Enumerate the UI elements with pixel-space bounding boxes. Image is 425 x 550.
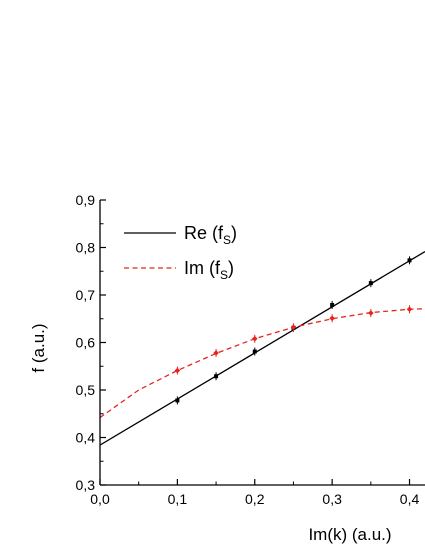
axes: 0,3 0,4 0,5 0,6 0,7 0,8 0,9 0,0 0,1 0,2 0,3 0,4 <box>76 192 425 507</box>
y-tick-label: 0,3 <box>76 477 96 493</box>
legend-label-re-main: Re (f <box>184 223 224 243</box>
x-tick-label: 0,2 <box>245 491 265 507</box>
series-re-line <box>100 251 425 446</box>
y-tick-label: 0,8 <box>76 240 96 256</box>
y-tick-label: 0,5 <box>76 382 96 398</box>
series-group <box>100 251 425 446</box>
x-tick-label: 0,1 <box>168 491 188 507</box>
legend-label-im-suffix: ) <box>228 258 234 278</box>
x-tick-label: 0,0 <box>90 491 110 507</box>
x-tick-label: 0,4 <box>400 491 420 507</box>
legend-label-im-sub: S <box>220 268 228 282</box>
legend-label-re-suffix: ) <box>231 223 237 243</box>
y-tick-label: 0,4 <box>76 430 96 446</box>
legend-label-im-main: Im (f <box>184 258 221 278</box>
legend-label-re: Re (fS) <box>184 223 237 247</box>
legend: Re (fS) Im (fS) <box>124 223 237 282</box>
legend-label-re-sub: S <box>223 233 231 247</box>
y-tick-label: 0,7 <box>76 287 96 303</box>
x-tick-label: 0,3 <box>322 491 342 507</box>
legend-label-im: Im (fS) <box>184 258 234 282</box>
y-axis-title: f (a.u.) <box>29 323 48 372</box>
y-tick-label: 0,9 <box>76 192 96 208</box>
x-axis-title: Im(k) (a.u.) <box>308 525 391 544</box>
plot-area <box>100 251 425 446</box>
series-im-line <box>100 308 425 419</box>
y-tick-label: 0,6 <box>76 335 96 351</box>
